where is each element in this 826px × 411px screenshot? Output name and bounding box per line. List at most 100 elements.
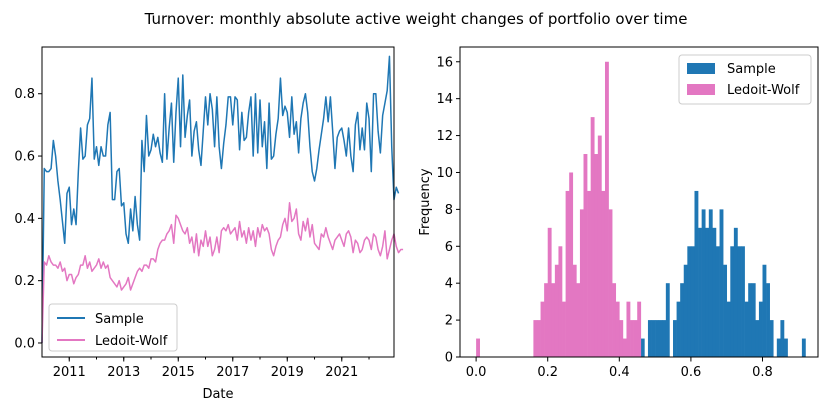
x-tick-label: 0.4 <box>609 365 630 380</box>
ledoit-wolf-histogram-bar <box>565 190 570 357</box>
sample-histogram-bar <box>673 320 677 357</box>
y-tick-label: 2 <box>445 314 453 329</box>
sample-histogram-bar <box>751 283 756 357</box>
ledoit-wolf-histogram-bar <box>619 320 624 357</box>
y-tick-label: 8 <box>445 203 453 218</box>
sample-histogram-bar <box>783 338 788 357</box>
ledoit-wolf-histogram-bar <box>633 320 638 357</box>
y-tick-label: 0 <box>445 351 453 366</box>
sample-histogram-bar <box>741 246 745 357</box>
sample-histogram-bar <box>762 264 767 357</box>
ledoit-wolf-histogram-bar <box>626 301 631 357</box>
ledoit-wolf-histogram-bar <box>604 61 609 357</box>
y-tick-label: 14 <box>436 92 453 107</box>
y-tick-label: 0.8 <box>14 87 35 102</box>
ledoit-wolf-histogram-bar <box>576 283 581 357</box>
sample-histogram-bar <box>705 227 710 357</box>
legend-ledoit-label: Ledoit-Wolf <box>727 83 800 98</box>
sample-histogram-bar <box>780 320 785 357</box>
sample-histogram-bar <box>801 338 806 357</box>
histogram-frame <box>459 46 819 358</box>
sample-histogram-bar <box>658 320 663 357</box>
ledoit-wolf-histogram-bar <box>594 154 599 357</box>
y-tick-label: 0.4 <box>14 212 35 227</box>
sample-histogram-bar <box>640 338 645 357</box>
ledoit-wolf-histogram-bar <box>547 227 552 357</box>
x-tick-label: 0.0 <box>466 365 487 380</box>
y-tick-label: 0.0 <box>14 336 35 351</box>
sample-histogram-bar <box>776 338 781 357</box>
legend-sample-label: Sample <box>727 62 776 77</box>
ledoit-wolf-histogram-bar <box>597 135 602 357</box>
x-tick-label: 2011 <box>53 365 86 380</box>
y-tick-label: 10 <box>436 166 453 181</box>
sample-histogram-bar <box>730 246 735 357</box>
ledoit-wolf-histogram-bar <box>579 209 584 357</box>
y-tick-label: 0.6 <box>14 150 35 165</box>
x-tick-label: 0.6 <box>681 365 702 380</box>
ledoit-wolf-histogram-bar <box>572 264 577 357</box>
ledoit-wolf-histogram-bar <box>558 246 563 357</box>
sample-histogram-bar <box>665 283 670 357</box>
legend-sample-swatch <box>687 63 715 74</box>
sample-histogram-bar <box>698 227 702 357</box>
ledoit-wolf-histogram-bar <box>540 301 545 357</box>
ledoit-wolf-histogram-bar <box>476 338 480 357</box>
ledoit-wolf-histogram-bar <box>569 172 574 357</box>
x-tick-label: 0.8 <box>752 365 773 380</box>
sample-histogram-bar <box>737 246 742 357</box>
ledoit-wolf-histogram-bar <box>551 283 556 357</box>
x-tick-label: 2021 <box>325 365 358 380</box>
sample-histogram-bar <box>748 283 753 357</box>
ledoit-wolf-histogram-bar <box>590 117 595 358</box>
sample-histogram-bar <box>662 320 667 357</box>
legend-ledoit-label: Ledoit-Wolf <box>95 334 168 349</box>
y-tick-label: 6 <box>445 240 453 255</box>
sample-histogram-bar <box>712 227 717 357</box>
histogram-legend: Sample Ledoit-Wolf <box>678 54 812 105</box>
line-chart-xlabel: Date <box>202 387 233 402</box>
sample-histogram-bar <box>701 209 706 357</box>
ledoit-wolf-histogram-bar <box>587 190 591 357</box>
y-tick-label: 4 <box>445 277 453 292</box>
y-tick-label: 16 <box>436 55 453 70</box>
ledoit-wolf-histogram-bar <box>637 301 642 357</box>
sample-histogram-bar <box>723 264 728 357</box>
ledoit-wolf-turnover-line <box>41 202 404 344</box>
figure-title: Turnover: monthly absolute active weight… <box>144 10 688 28</box>
x-tick-label: 2015 <box>162 365 195 380</box>
sample-turnover-line <box>41 55 400 343</box>
x-tick-label: 2017 <box>216 365 249 380</box>
ledoit-wolf-histogram-bar <box>615 301 620 357</box>
turnover-histogram: 0.0 0.2 0.4 0.6 0.8 0 2 4 6 8 10 12 14 16 Frequency S… <box>418 46 819 380</box>
sample-histogram-bar <box>744 301 749 357</box>
sample-histogram-bar <box>758 301 763 357</box>
line-chart-frame <box>41 46 395 358</box>
ledoit-wolf-histogram-bar <box>601 190 606 357</box>
legend-ledoit-swatch <box>687 84 715 95</box>
sample-histogram-bar <box>733 227 738 357</box>
sample-histogram-bar <box>655 320 659 357</box>
ledoit-wolf-histogram-bar <box>544 283 549 357</box>
sample-histogram-bar <box>690 246 695 357</box>
sample-histogram-bar <box>687 246 692 357</box>
ledoit-wolf-histogram-bar <box>536 320 541 357</box>
ledoit-wolf-histogram-bar <box>554 264 559 357</box>
histogram-ylabel: Frequency <box>418 168 433 235</box>
ledoit-wolf-histogram-bar <box>630 320 634 357</box>
x-tick-label: 0.2 <box>537 365 558 380</box>
legend-sample-label: Sample <box>95 312 144 327</box>
ledoit-wolf-histogram-bar <box>583 154 588 357</box>
ledoit-wolf-histogram-bar <box>612 283 617 357</box>
sample-histogram-bar <box>708 209 713 357</box>
sample-histogram-bar <box>755 320 760 357</box>
sample-histogram-bar <box>651 320 656 357</box>
line-chart-legend: Sample Ledoit-Wolf <box>48 303 178 352</box>
sample-histogram-bar <box>683 264 688 357</box>
sample-histogram-bar <box>680 283 685 357</box>
x-tick-label: 2013 <box>107 365 140 380</box>
sample-histogram-bar <box>726 301 731 357</box>
ledoit-wolf-histogram-bar <box>622 338 627 357</box>
